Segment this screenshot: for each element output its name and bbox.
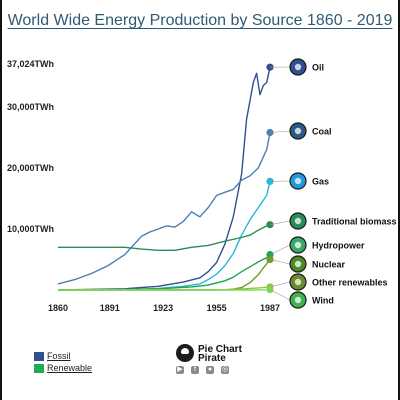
x-tick-label: 1923 — [153, 303, 173, 313]
icon-glyph — [294, 260, 302, 268]
series-label: Traditional biomass — [312, 217, 397, 227]
icon-glyph — [294, 241, 302, 249]
icon-glyph — [294, 296, 302, 304]
pirate-logo-icon — [176, 344, 194, 362]
series-line-hydropower — [57, 254, 271, 291]
series-label: Hydropower — [312, 241, 365, 251]
chart-title: World Wide Energy Production by Source 1… — [7, 12, 393, 29]
series-label: Coal — [312, 127, 332, 137]
label-leader-line — [269, 130, 291, 133]
y-tick-label: 20,000TWh — [7, 163, 54, 173]
label-leader-line — [269, 281, 291, 288]
legend-item-renewable: Renewable — [34, 362, 92, 374]
series-label: Wind — [312, 296, 334, 306]
label-leader-line — [269, 289, 291, 301]
facebook-icon[interactable]: f — [191, 366, 199, 374]
legend-item-fossil: Fossil — [34, 350, 92, 362]
legend-label-fossil[interactable]: Fossil — [47, 351, 71, 361]
y-tick-label: 10,000TWh — [7, 224, 54, 234]
category-legend: Fossil Renewable — [34, 350, 92, 374]
icon-glyph — [294, 217, 302, 225]
series-labels: Oil Coal Gas Traditional biomass Hydropower N… — [269, 58, 397, 309]
label-leader-line — [269, 244, 291, 255]
series-label: Gas — [312, 177, 329, 187]
y-tick-label: 37,024TWh — [7, 59, 54, 69]
fossil-swatch — [34, 351, 44, 361]
reddit-icon[interactable]: ● — [206, 366, 214, 374]
series-line-oil — [57, 67, 271, 291]
series-label: Nuclear — [312, 260, 346, 270]
legend-label-renewable[interactable]: Renewable — [47, 363, 93, 373]
label-leader-line — [269, 220, 291, 225]
axis-ticks: 10,000TWh 20,000TWh 30,000TWh 37,024TWh 1860… — [7, 59, 280, 313]
series-label: Oil — [312, 63, 324, 73]
brand-name-line2: Pirate — [198, 353, 226, 364]
y-tick-label: 30,000TWh — [7, 102, 54, 112]
icon-glyph — [294, 63, 302, 71]
icon-glyph — [294, 177, 302, 185]
x-tick-label: 1955 — [207, 303, 227, 313]
x-tick-label: 1891 — [100, 303, 120, 313]
icon-glyph — [294, 278, 302, 286]
series-lines — [57, 63, 274, 294]
series-label: Other renewables — [312, 278, 388, 288]
x-tick-label: 1987 — [260, 303, 280, 313]
instagram-icon[interactable]: ◎ — [221, 366, 229, 374]
x-tick-label: 1860 — [48, 303, 68, 313]
series-line-traditional-biomass — [58, 224, 271, 251]
icon-glyph — [294, 127, 302, 135]
series-line-coal — [57, 132, 271, 285]
youtube-icon[interactable]: ▶ — [176, 366, 184, 374]
renewable-swatch — [34, 363, 44, 373]
brand-name-line1: Pie Chart — [198, 344, 242, 355]
label-leader-line — [269, 259, 291, 265]
brand-name: Pie Chart Pirate — [198, 344, 258, 364]
social-links: ▶ f ● ◎ — [176, 366, 236, 374]
